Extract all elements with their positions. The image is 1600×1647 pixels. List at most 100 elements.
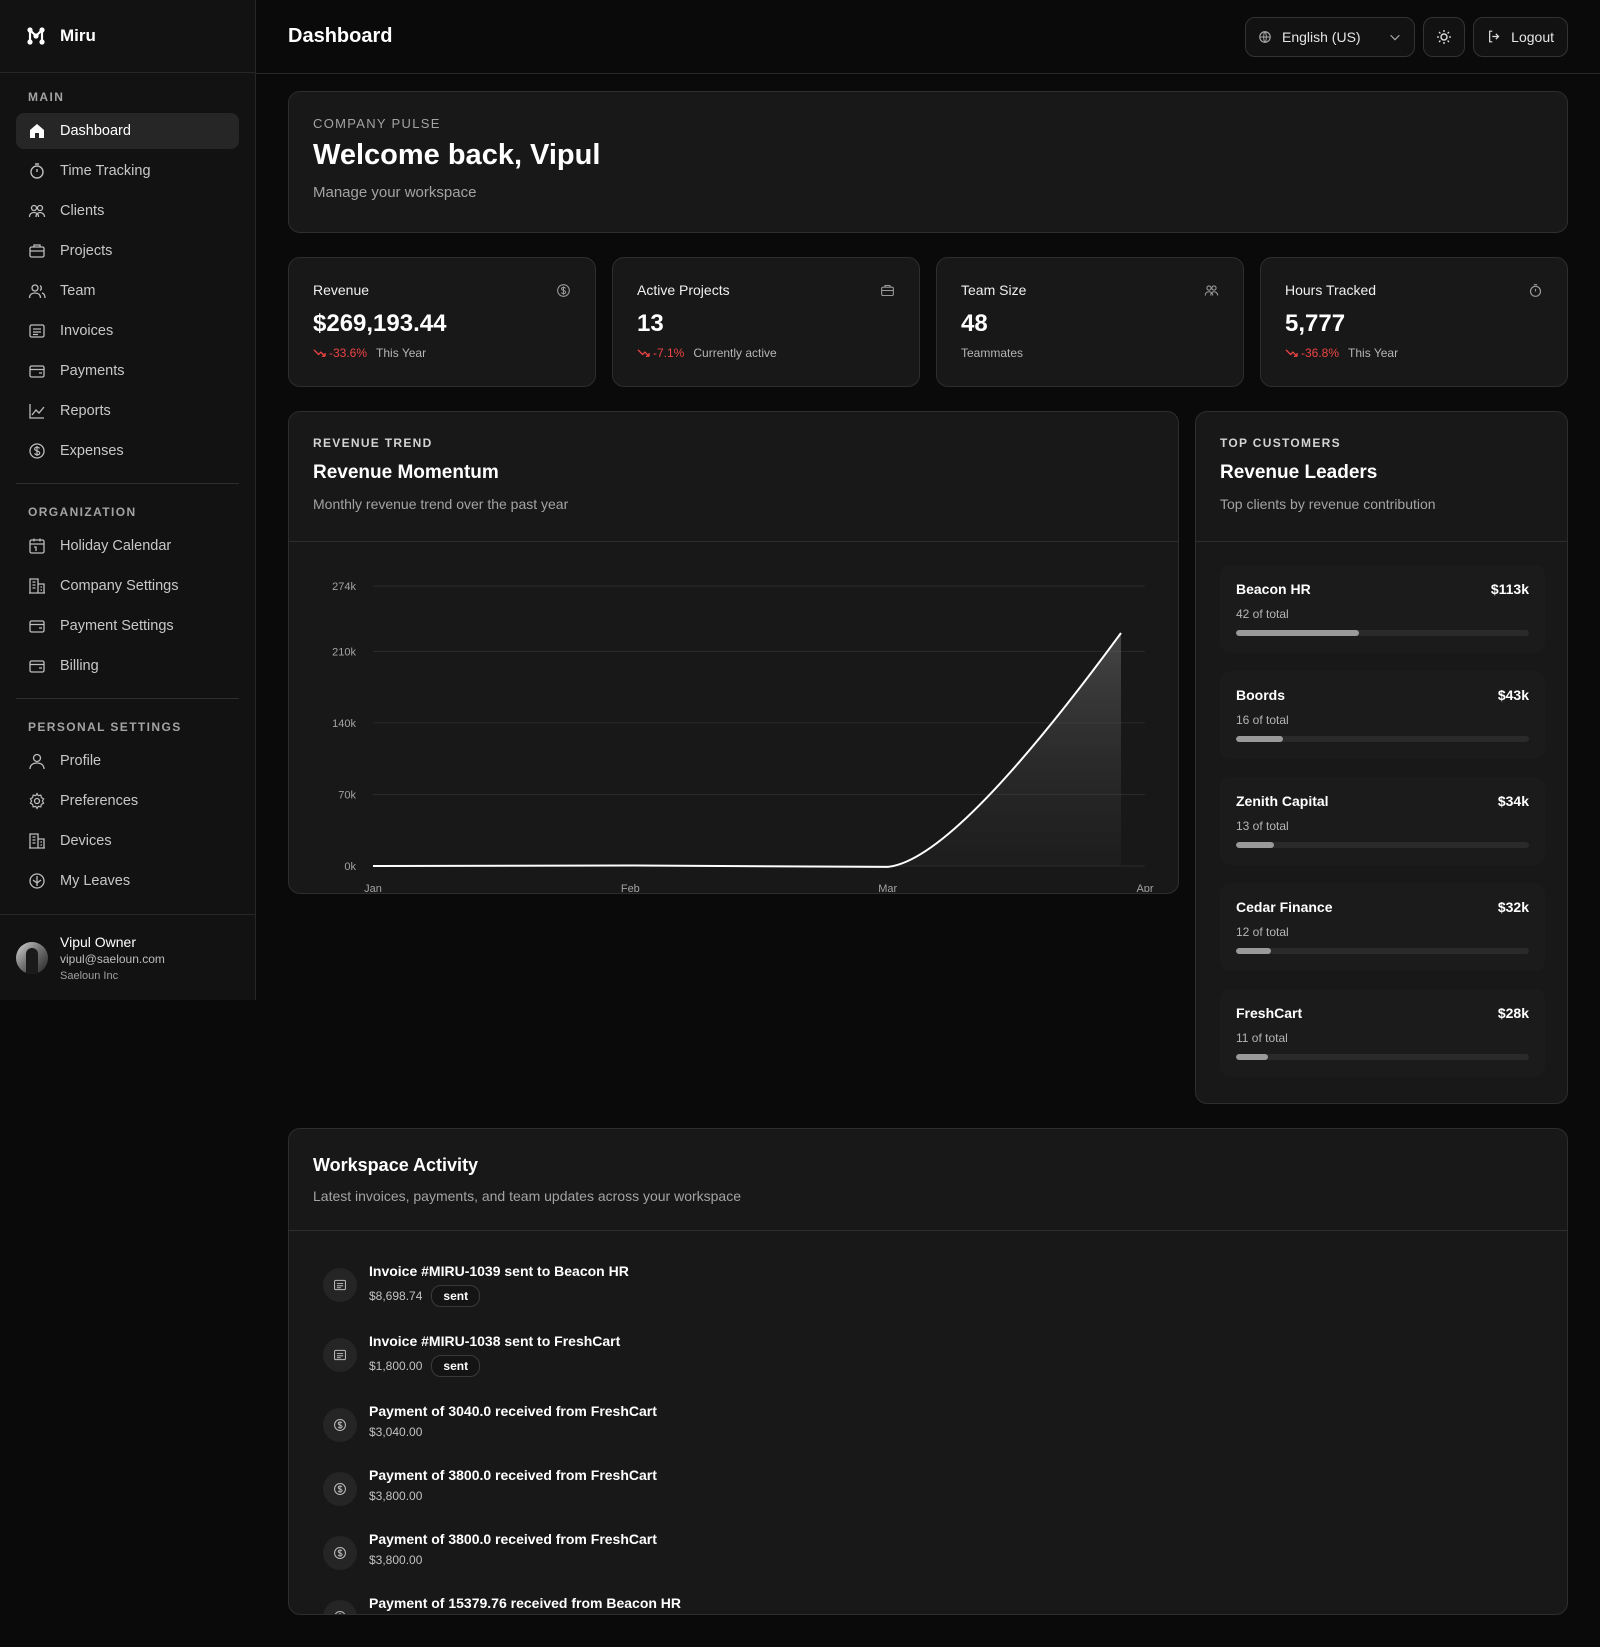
welcome-subtitle: Manage your workspace xyxy=(313,184,477,201)
chart-line-icon xyxy=(29,404,45,419)
leader-name: Boords xyxy=(1236,687,1285,703)
logout-button[interactable]: Logout xyxy=(1473,16,1568,57)
stat-caption: This Year xyxy=(376,346,427,360)
home-icon xyxy=(30,124,44,138)
sidebar-item-label: Profile xyxy=(60,753,102,769)
dollar-circle-icon xyxy=(334,1483,346,1495)
sidebar-item-expenses[interactable]: Expenses xyxy=(16,433,239,469)
dollar-circle-icon xyxy=(334,1611,346,1614)
activity-amount: $8,698.74 xyxy=(369,1289,423,1303)
leader-item[interactable]: Cedar Finance $32k 12 of total xyxy=(1220,883,1545,971)
series-area xyxy=(373,633,1121,867)
leader-progress-fill xyxy=(1236,736,1283,742)
revenue-leaders-card: TOP CUSTOMERS Revenue Leaders Top client… xyxy=(1195,411,1568,1104)
revenue-description: Monthly revenue trend over the past year xyxy=(313,496,569,512)
dollar-circle-icon xyxy=(334,1419,346,1431)
activity-amount: $3,800.00 xyxy=(369,1553,423,1567)
language-select[interactable]: English (US) xyxy=(1245,16,1415,57)
sidebar-item-devices[interactable]: Devices xyxy=(16,823,239,859)
sidebar-item-team[interactable]: Team xyxy=(16,273,239,309)
stat-value: 13 xyxy=(637,310,664,337)
sidebar-item-preferences[interactable]: Preferences xyxy=(16,783,239,819)
activity-item[interactable]: Payment of 3800.0 received from FreshCar… xyxy=(323,1467,657,1506)
sidebar-divider xyxy=(16,483,239,484)
activity-item[interactable]: Invoice #MIRU-1038 sent to FreshCart $1,… xyxy=(323,1333,620,1377)
leader-progress-bar xyxy=(1236,842,1529,848)
stat-change-value: -7.1% xyxy=(653,346,685,360)
leader-name: FreshCart xyxy=(1236,1005,1303,1021)
sidebar-item-reports[interactable]: Reports xyxy=(16,393,239,429)
sidebar-item-label: Time Tracking xyxy=(60,163,151,179)
team-icon xyxy=(28,284,46,299)
y-tick-label: 70k xyxy=(338,789,356,801)
sidebar-item-holiday-calendar[interactable]: Holiday Calendar xyxy=(16,528,239,564)
sidebar-item-projects[interactable]: Projects xyxy=(16,233,239,269)
sidebar-item-label: Preferences xyxy=(60,793,139,809)
sidebar-item-profile[interactable]: Profile xyxy=(16,743,239,779)
user-card[interactable]: Vipul Owner vipul@saeloun.com Saeloun In… xyxy=(0,914,255,1000)
x-tick-label: Feb xyxy=(621,883,640,892)
sidebar-item-billing[interactable]: Billing xyxy=(16,648,239,684)
trend-down-icon xyxy=(1285,348,1298,357)
activity-item[interactable]: Payment of 3040.0 received from FreshCar… xyxy=(323,1403,657,1442)
sidebar-item-clients[interactable]: Clients xyxy=(16,193,239,229)
stat-change-value: -33.6% xyxy=(329,346,368,360)
stat-caption: Currently active xyxy=(693,346,777,360)
stat-change: -7.1% xyxy=(637,346,684,360)
leader-value: $34k xyxy=(1497,793,1529,809)
revenue-trend-card: REVENUE TREND Revenue Momentum Monthly r… xyxy=(288,411,1179,894)
activity-icon xyxy=(323,1338,357,1372)
activity-title: Workspace Activity xyxy=(313,1155,479,1175)
sidebar-item-payment-settings[interactable]: Payment Settings xyxy=(16,608,239,644)
y-tick-label: 0k xyxy=(344,861,356,873)
calendar-icon xyxy=(29,538,45,554)
sidebar-item-invoices[interactable]: Invoices xyxy=(16,313,239,349)
dollar-circle-icon xyxy=(334,1547,346,1559)
sidebar-item-my-leaves[interactable]: My Leaves xyxy=(16,863,239,899)
invoice-icon xyxy=(334,1279,346,1291)
sidebar-item-bank-tax-info[interactable]: Bank & Tax Info xyxy=(16,903,239,913)
leader-name: Cedar Finance xyxy=(1236,899,1333,915)
leader-share: 16 of total xyxy=(1236,713,1289,727)
leader-item[interactable]: FreshCart $28k 11 of total xyxy=(1220,989,1545,1077)
sidebar-item-label: My Leaves xyxy=(60,873,131,889)
activity-item[interactable]: Payment of 15379.76 received from Beacon… xyxy=(323,1595,682,1614)
leaders-description: Top clients by revenue contribution xyxy=(1220,496,1436,512)
miru-logo-icon xyxy=(27,27,45,45)
sidebar-item-label: Invoices xyxy=(60,323,114,339)
sidebar: Miru MAIN Dashboard Time Tracking Clients Pr… xyxy=(0,0,256,1000)
stat-label: Team Size xyxy=(961,282,1027,298)
briefcase-icon xyxy=(29,244,45,258)
revenue-chart: 0k 70k 140k 210k 274k Jan Feb Mar Apr xyxy=(332,581,1154,892)
stat-card-active-projects: Active Projects 13 -7.1% Currently activ… xyxy=(612,257,920,387)
activity-title: Payment of 15379.76 received from Beacon… xyxy=(369,1595,682,1611)
leaf-icon xyxy=(29,873,45,889)
leader-item[interactable]: Zenith Capital $34k 13 of total xyxy=(1220,777,1545,865)
stopwatch-icon xyxy=(1529,283,1542,297)
sidebar-item-label: Payment Settings xyxy=(60,618,174,634)
sidebar-item-dashboard[interactable]: Dashboard xyxy=(16,113,239,149)
revenue-card-header: REVENUE TREND Revenue Momentum Monthly r… xyxy=(289,412,1178,542)
activity-item[interactable]: Invoice #MIRU-1039 sent to Beacon HR $8,… xyxy=(323,1263,629,1307)
invoice-icon xyxy=(334,1349,346,1361)
stopwatch-icon xyxy=(30,163,44,179)
building-icon xyxy=(29,578,45,594)
leader-item[interactable]: Beacon HR $113k 42 of total xyxy=(1220,565,1545,653)
activity-title: Invoice #MIRU-1038 sent to FreshCart xyxy=(369,1333,621,1349)
brand[interactable]: Miru xyxy=(0,0,255,73)
sidebar-item-label: Reports xyxy=(60,403,111,419)
series-line xyxy=(372,632,1122,868)
invoice-icon xyxy=(29,324,45,338)
workspace-activity-card: Workspace Activity Latest invoices, paym… xyxy=(288,1128,1568,1615)
theme-toggle-button[interactable] xyxy=(1423,16,1465,57)
sidebar-item-label: Company Settings xyxy=(60,578,179,594)
sidebar-item-payments[interactable]: Payments xyxy=(16,353,239,389)
sidebar-item-time-tracking[interactable]: Time Tracking xyxy=(16,153,239,189)
dollar-circle-icon xyxy=(29,443,45,459)
leader-progress-bar xyxy=(1236,736,1529,742)
x-tick-label: Jan xyxy=(364,883,382,892)
y-tick-label: 140k xyxy=(332,718,356,730)
leader-item[interactable]: Boords $43k 16 of total xyxy=(1220,671,1545,759)
activity-item[interactable]: Payment of 3800.0 received from FreshCar… xyxy=(323,1531,657,1570)
sidebar-item-company-settings[interactable]: Company Settings xyxy=(16,568,239,604)
